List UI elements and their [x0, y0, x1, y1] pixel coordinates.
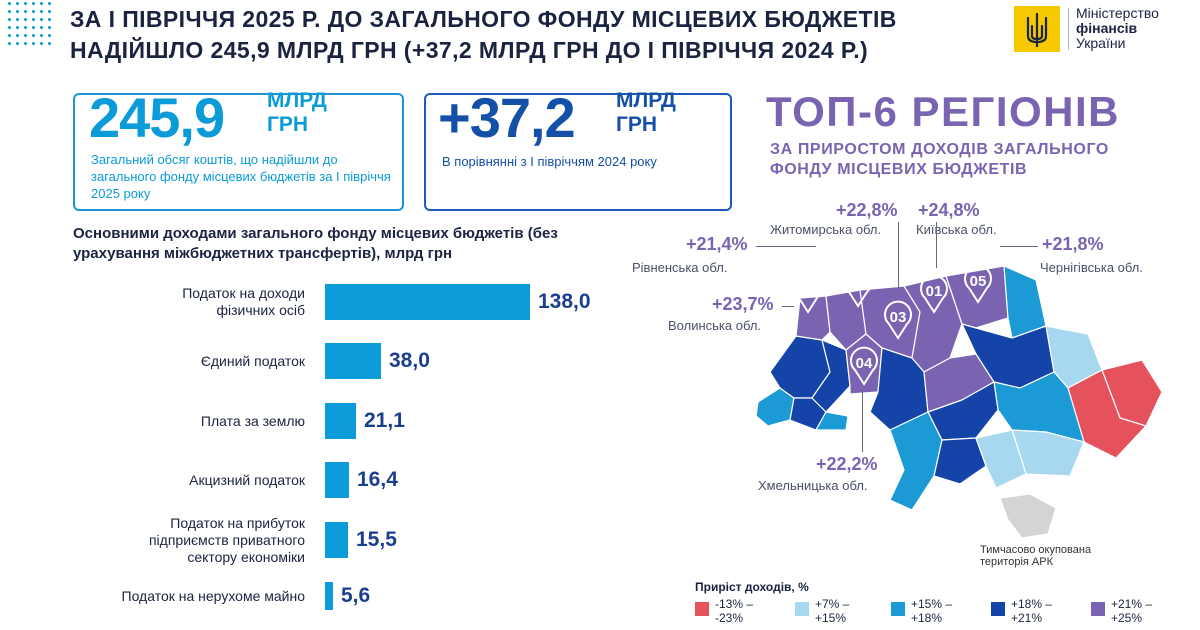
bar-value-label-3: 16,4: [357, 468, 398, 491]
leader-line-chernihiv: [1000, 246, 1038, 247]
total-revenue-value: 245,9: [89, 86, 225, 149]
region-chernivtsi: [815, 411, 849, 431]
legend-swatch-1: [795, 602, 809, 616]
region-mykolaiv: [933, 437, 987, 485]
map-pin-06: 06: [844, 268, 872, 308]
logo-text: Міністерство фінансів України: [1076, 6, 1159, 51]
legend-range-4: +21% – +25%: [1111, 597, 1153, 625]
map-pin-04: 04: [850, 346, 878, 386]
bar-category-label-4: Податок на прибуток підприємств приватног…: [148, 514, 305, 565]
growth-unit-2: ГРН: [616, 113, 658, 136]
bar-4: [325, 522, 348, 558]
leader-line-kyiv: [936, 222, 937, 268]
map-pin-02: 02: [794, 274, 822, 314]
growth-unit: МЛРД ГРН: [616, 89, 676, 137]
logo-line-3: України: [1076, 35, 1126, 51]
growth-value: +37,2: [438, 86, 576, 149]
legend-range-3: +18% – +21%: [1011, 597, 1053, 625]
map-pin-label: 04: [856, 355, 873, 372]
bar-category-label-5: Податок на нерухоме майно: [121, 587, 305, 604]
growth-unit-1: МЛРД: [616, 89, 676, 112]
bar-1: [325, 343, 381, 379]
leader-line-zhytomyr: [898, 222, 899, 288]
leader-line-rivne: [756, 246, 816, 247]
logo-divider: [1068, 8, 1069, 50]
legend-title: Приріст доходів, %: [695, 580, 809, 594]
legend-swatch-0: [695, 602, 709, 616]
bar-0: [325, 284, 530, 320]
region-khmelnytskyi-growth: +22,2%: [816, 454, 878, 474]
logo-line-2: фінансів: [1076, 20, 1138, 36]
total-revenue-unit-2: ГРН: [267, 113, 309, 136]
bar-category-label-2: Плата за землю: [200, 412, 305, 429]
leader-line-khmelnytskyi: [862, 392, 863, 452]
region-zhytomyr-name: Житомирська обл.: [770, 222, 882, 237]
legend-swatch-4: [1091, 602, 1105, 616]
total-revenue-unit-1: МЛРД: [267, 89, 327, 112]
bar-category-label-3: Акцизний податок: [189, 471, 305, 488]
dot-grid-decoration: [8, 2, 58, 52]
legend-range-0: -13% – -23%: [715, 597, 754, 625]
legend-range-2: +15% – +18%: [911, 597, 953, 625]
bar-value-label-0: 138,0: [538, 290, 591, 313]
legend-swatch-3: [991, 602, 1005, 616]
bar-value-label-4: 15,5: [356, 528, 397, 551]
region-kherson: [975, 429, 1027, 489]
region-odesa: [889, 411, 943, 511]
region-volyn-name: Волинська обл.: [668, 318, 762, 333]
map-pin-label: 06: [850, 277, 867, 294]
ministry-logo: Міністерство фінансів України: [1014, 6, 1194, 54]
region-chernihiv-name: Чернігівська обл.: [1040, 260, 1143, 275]
growth-stat: +37,2 МЛРД ГРН В порівнянні з І півріччя…: [424, 86, 732, 211]
region-sumy: [1003, 265, 1047, 339]
map-pin-05: 05: [964, 264, 992, 304]
map-pin-01: 01: [920, 274, 948, 314]
occupied-territory-note: Тимчасово окупована територія АРК: [980, 544, 1092, 568]
map-pin-03: 03: [884, 300, 912, 340]
legend-swatch-2: [891, 602, 905, 616]
growth-description: В порівнянні з І півріччям 2024 року: [442, 154, 657, 169]
page-title: ЗА І ПІВРІЧЧЯ 2025 Р. ДО ЗАГАЛЬНОГО ФОНД…: [70, 4, 950, 66]
page-title-line-2: НАДІЙШЛО 245,9 МЛРД ГРН (+37,2 МЛРД ГРН …: [70, 37, 869, 63]
top-regions-title: ТОП-6 РЕГІОНІВ: [766, 88, 1120, 135]
map-pin-label: 02: [800, 283, 817, 300]
bar-5: [325, 582, 333, 610]
region-rivne-growth: +21,4%: [686, 234, 748, 254]
page-title-line-1: ЗА І ПІВРІЧЧЯ 2025 Р. ДО ЗАГАЛЬНОГО ФОНД…: [70, 6, 897, 32]
region-kyiv-growth: +24,8%: [918, 200, 980, 220]
bar-value-label-5: 5,6: [341, 584, 371, 607]
map-pin-label: 01: [926, 283, 943, 300]
bar-value-label-2: 21,1: [364, 409, 405, 432]
map-pin-label: 05: [970, 273, 987, 290]
bar-2: [325, 403, 356, 439]
total-revenue-stat: 245,9 МЛРД ГРН Загальний обсяг коштів, щ…: [73, 86, 404, 211]
trident-emblem-icon: [1014, 6, 1060, 52]
region-rivne-name: Рівненська обл.: [632, 260, 728, 275]
bar-chart-title: Основними доходами загального фонду місц…: [73, 225, 558, 262]
total-revenue-unit: МЛРД ГРН: [267, 89, 327, 137]
leader-line-volyn: [782, 306, 794, 307]
total-revenue-description: Загальний обсяг коштів, що надійшли до з…: [91, 152, 391, 201]
region-khmelnytskyi-name: Хмельницька обл.: [758, 478, 868, 493]
region-kyiv-name: Київська обл.: [916, 222, 997, 237]
region-chernihiv-growth: +21,8%: [1042, 234, 1104, 254]
map-pin-label: 03: [890, 309, 907, 326]
region-chernihiv: [945, 265, 1009, 329]
ukraine-map: 01 02 03 04 05 06: [755, 264, 1163, 539]
logo-line-1: Міністерство: [1076, 5, 1159, 21]
bar-value-label-1: 38,0: [389, 349, 430, 372]
region-zhytomyr-growth: +22,8%: [836, 200, 898, 220]
legend-range-1: +7% – +15%: [815, 597, 850, 625]
bar-category-label-1: Єдиний податок: [200, 352, 305, 369]
bar-category-label-0: Податок на доходи фізичних осіб: [182, 285, 305, 318]
region-crimea: [999, 493, 1057, 539]
region-volyn-growth: +23,7%: [712, 294, 774, 314]
bar-3: [325, 462, 349, 498]
top-regions-subtitle: ЗА ПРИРОСТОМ ДОХОДІВ ЗАГАЛЬНОГО ФОНДУ МІ…: [770, 141, 1109, 178]
